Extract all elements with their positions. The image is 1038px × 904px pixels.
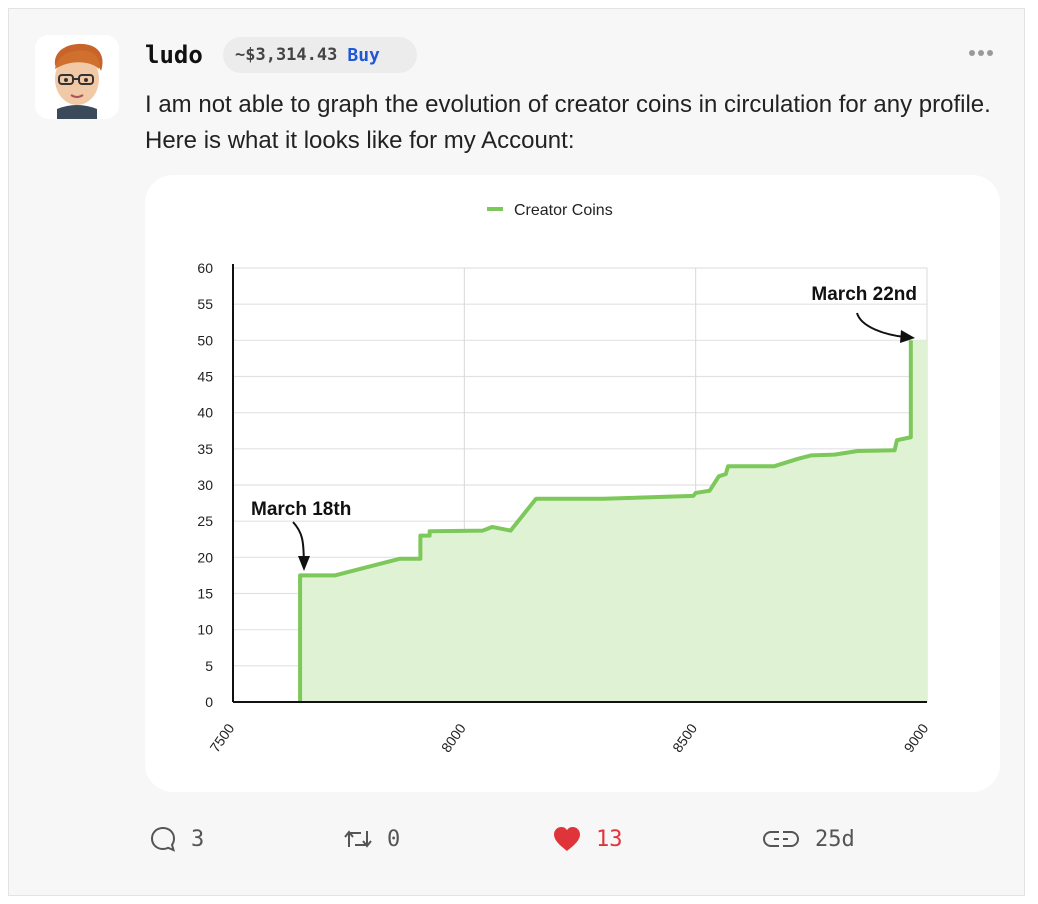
y-tick-label: 20 xyxy=(197,549,213,565)
heart-icon xyxy=(554,827,580,851)
x-tick-label: 8000 xyxy=(438,720,469,755)
y-tick-label: 30 xyxy=(197,477,213,493)
post-card: ludo ~$3,314.43 Buy I am not able to gra… xyxy=(8,8,1025,896)
coin-price: ~$3,314.43 xyxy=(235,45,338,65)
chart-image[interactable]: 0 5 10 15 20 25 30 35 40 45 50 55 60 7500 8000 8500 9000… xyxy=(145,175,1000,792)
x-tick-label: 9000 xyxy=(900,720,931,755)
creator-coins-chart: 0 5 10 15 20 25 30 35 40 45 50 55 60 7500 8000 8500 9000… xyxy=(197,202,931,755)
annotation-arrow xyxy=(292,521,305,562)
y-tick-label: 40 xyxy=(197,405,213,421)
series-line-creator-coins xyxy=(298,340,913,702)
avatar-image xyxy=(35,35,119,119)
y-tick-label: 25 xyxy=(197,513,213,529)
comment-button[interactable]: 3 xyxy=(149,819,204,859)
annotation-label: March 18th xyxy=(251,499,351,520)
annotation-arrow xyxy=(856,312,906,338)
y-tick-label: 5 xyxy=(205,658,213,674)
post-body-text: I am not able to graph the evolution of … xyxy=(145,91,991,154)
annotation-arrow-head xyxy=(900,330,915,343)
x-tick-label: 8500 xyxy=(669,720,700,755)
more-options-icon[interactable] xyxy=(966,45,996,61)
x-tick-label: 7500 xyxy=(206,720,237,755)
coin-price-pill[interactable]: ~$3,314.43 Buy xyxy=(223,37,417,73)
repost-count: 0 xyxy=(387,826,401,852)
avatar[interactable] xyxy=(35,35,119,119)
copy-link-button[interactable]: 25d xyxy=(761,819,855,859)
username[interactable]: ludo xyxy=(145,41,203,69)
like-button[interactable]: 13 xyxy=(552,819,623,859)
post-age: 25d xyxy=(815,826,855,852)
y-tick-label: 60 xyxy=(197,260,213,276)
annotation-label: March 22nd xyxy=(811,284,917,305)
y-tick-label: 10 xyxy=(197,622,213,638)
comment-count: 3 xyxy=(191,826,205,852)
comment-icon xyxy=(150,826,176,852)
link-icon xyxy=(763,831,799,847)
series-area-fill xyxy=(300,340,927,702)
y-tick-label: 0 xyxy=(205,694,213,710)
buy-button[interactable]: Buy xyxy=(347,44,380,66)
y-tick-label: 45 xyxy=(197,369,213,385)
y-tick-label: 15 xyxy=(197,586,213,602)
annotation-arrow-head xyxy=(298,556,310,571)
y-tick-label: 55 xyxy=(197,296,213,312)
post-actions-bar: 3 0 13 25d xyxy=(9,819,1024,859)
y-tick-label: 50 xyxy=(197,332,213,348)
legend-label: Creator Coins xyxy=(514,202,613,219)
repost-icon xyxy=(344,830,372,848)
like-count: 13 xyxy=(596,826,623,852)
repost-button[interactable]: 0 xyxy=(343,819,400,859)
y-tick-label: 35 xyxy=(197,441,213,457)
